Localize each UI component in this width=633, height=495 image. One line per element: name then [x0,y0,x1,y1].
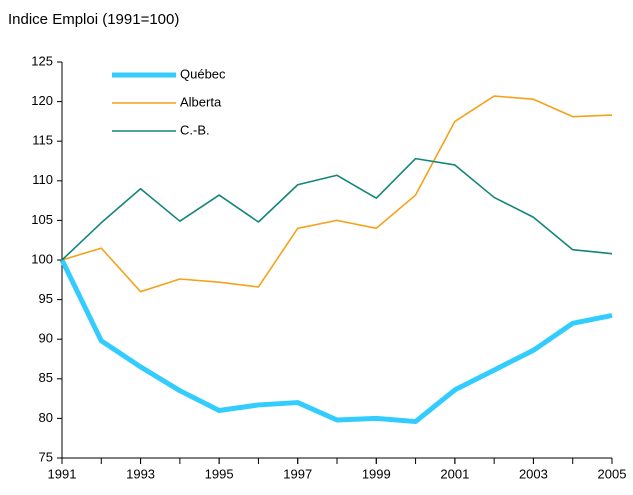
legend-label: C.-B. [180,122,210,137]
y-tick-label: 100 [31,251,53,266]
y-tick-label: 115 [32,133,53,148]
y-tick-label: 125 [31,53,53,68]
y-tick-label: 75 [39,449,53,464]
y-tick-label: 120 [31,93,53,108]
x-tick-label: 2003 [519,466,548,481]
x-tick-label: 1993 [126,466,155,481]
y-tick-label: 80 [39,410,53,425]
y-tick-label: 85 [39,370,53,385]
x-tick-label: 2001 [440,466,469,481]
x-tick-label: 1999 [362,466,391,481]
y-tick-label: 110 [32,172,53,187]
legend-label: Alberta [180,94,222,109]
series-line [61,157,613,261]
series-line [61,95,613,293]
y-tick-label: 90 [39,331,53,346]
x-tick-label: 1991 [48,466,77,481]
y-tick-label: 95 [39,291,53,306]
y-tick-label: 105 [31,212,53,227]
chart-title: Indice Emploi (1991=100) [8,11,179,28]
x-tick-label: 1997 [283,466,312,481]
series-line [59,258,613,425]
x-tick-label: 2005 [598,466,627,481]
legend-label: Québec [180,66,226,81]
x-tick-label: 1995 [205,466,234,481]
